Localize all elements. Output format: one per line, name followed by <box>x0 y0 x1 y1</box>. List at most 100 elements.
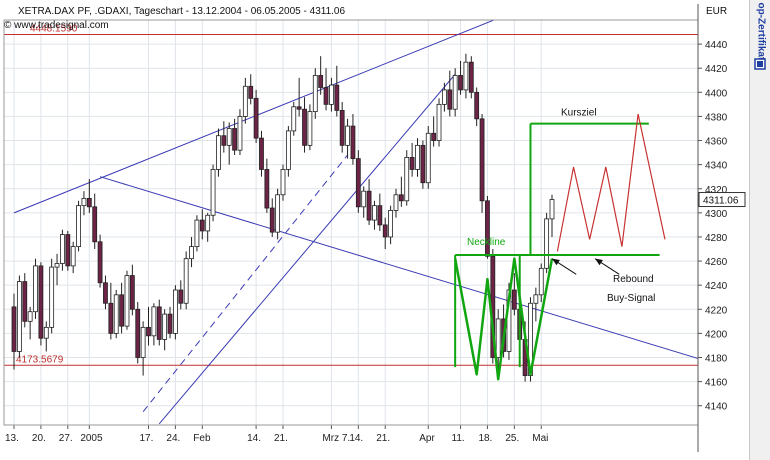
candle-body <box>372 205 377 221</box>
axes-group: 4140 4160 4180 4200 4220 4240 4260 4280 4300 4320… <box>3 4 746 452</box>
x-tick-label: 11. <box>452 433 465 444</box>
candle-body <box>479 118 485 202</box>
candle-body <box>436 103 442 141</box>
candle <box>275 188 281 240</box>
candle-body <box>86 197 92 208</box>
candle-body <box>205 214 211 232</box>
candle-body <box>404 157 410 202</box>
candle-body <box>415 144 420 170</box>
candle <box>415 138 420 177</box>
candle <box>468 56 474 99</box>
candle-body <box>339 110 345 146</box>
candle <box>27 306 33 340</box>
rebound-label: Rebound <box>613 274 654 285</box>
candle-body <box>54 263 60 268</box>
y-tick-label: 4380 <box>705 112 728 123</box>
y-tick-label: 4160 <box>705 378 728 389</box>
candle <box>425 126 431 189</box>
candle <box>259 130 264 177</box>
projection-group <box>556 113 666 252</box>
candle <box>452 68 458 117</box>
candle <box>183 251 189 310</box>
candle-body <box>420 144 426 184</box>
candle-body <box>151 306 157 337</box>
candle <box>463 53 469 99</box>
candle-body <box>156 306 162 340</box>
candle <box>511 273 517 316</box>
x-tick-label: Mai <box>532 433 548 444</box>
candle <box>291 101 297 136</box>
candle-body <box>97 241 103 284</box>
candle <box>97 234 103 288</box>
candle-body <box>172 289 178 334</box>
candle-body <box>49 266 55 328</box>
candle <box>549 194 555 237</box>
candle <box>108 282 114 340</box>
candle <box>377 193 383 231</box>
x-tick-label: 25. <box>505 433 519 444</box>
candle <box>366 179 372 225</box>
candle <box>269 198 275 237</box>
candle <box>382 217 388 250</box>
candle <box>205 212 211 242</box>
candle-body <box>302 108 307 146</box>
y-tick-label: 4300 <box>705 209 728 220</box>
candle-body <box>92 206 98 243</box>
candle-body <box>183 258 189 304</box>
candle-body <box>216 135 221 170</box>
candle-body <box>361 190 367 208</box>
candle <box>334 65 340 117</box>
candle <box>393 188 399 218</box>
candle-body <box>312 75 318 113</box>
chart-grid <box>4 20 698 425</box>
candle <box>264 158 270 213</box>
y-tick-label: 4260 <box>705 257 728 268</box>
buy-signal-label: Buy-Signal <box>607 293 655 304</box>
candle-body <box>103 282 108 304</box>
x-tick-label: Mrz 7. <box>322 433 350 444</box>
signal-arrow <box>551 258 577 275</box>
y-tick-label: 4400 <box>705 88 728 99</box>
candle <box>146 306 151 346</box>
candle-body <box>334 84 340 111</box>
candle-body <box>226 128 232 146</box>
arrows-group <box>551 258 620 275</box>
pattern-group: Kursziel Neckline Rebound Buy-Signal <box>453 108 660 381</box>
candle <box>307 104 313 151</box>
candle-body <box>178 289 184 304</box>
candle <box>210 164 216 222</box>
candle <box>86 179 92 213</box>
descending-trendline <box>99 176 698 360</box>
candle-body <box>259 137 264 170</box>
candle <box>431 116 437 147</box>
candle <box>226 122 232 165</box>
y-tick-label: 4360 <box>705 137 728 148</box>
candle <box>544 212 550 274</box>
candle <box>113 290 119 339</box>
candle-body <box>318 75 324 88</box>
candle <box>129 264 135 316</box>
support-line-group: 4173.5679 4448.1590 <box>4 23 698 366</box>
last-price-label: 4311.06 <box>703 196 739 207</box>
side-tab[interactable]: op-Zertifikate <box>749 0 770 460</box>
candles-group <box>11 53 555 382</box>
candle-body <box>544 218 550 269</box>
candle-body <box>458 75 463 91</box>
x-tick-label: 13. <box>5 433 19 444</box>
candle <box>441 82 447 112</box>
candle <box>248 74 254 105</box>
candle-body <box>248 85 254 99</box>
candle <box>237 109 243 155</box>
candle <box>355 150 361 213</box>
candle <box>194 215 200 252</box>
candle <box>372 200 377 230</box>
candle-body <box>388 210 394 238</box>
candle <box>178 280 184 310</box>
candle-body <box>269 207 275 233</box>
candle <box>54 253 60 286</box>
candle <box>302 97 307 153</box>
x-tick-label: 14. <box>349 433 363 444</box>
candle-body <box>452 75 458 110</box>
candle-body <box>350 125 356 160</box>
trendlines-group <box>13 20 698 425</box>
